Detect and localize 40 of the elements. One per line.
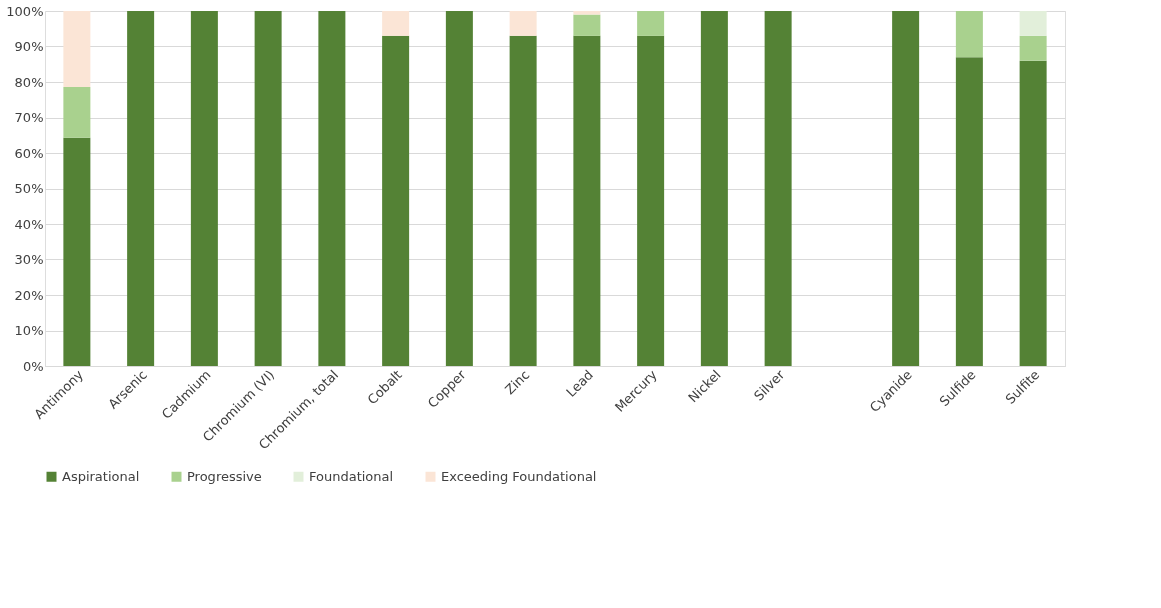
y-tick-label: 90%: [14, 39, 44, 54]
legend-label: Foundational: [309, 468, 394, 484]
bar: [509, 11, 537, 36]
bar: [127, 11, 155, 366]
bar: [1019, 11, 1047, 36]
bar: [382, 11, 410, 36]
bar: [955, 11, 983, 58]
legend-label: Exceeding Foundational: [441, 468, 597, 484]
bar: [509, 35, 537, 366]
bar: [445, 11, 473, 366]
y-tick-label: 30%: [14, 252, 44, 267]
y-tick-label: 60%: [14, 145, 44, 161]
bar: [637, 11, 665, 36]
bar: [318, 11, 346, 366]
bar: [63, 11, 91, 87]
y-tick-label: 70%: [14, 110, 44, 125]
bar: [573, 11, 601, 15]
y-tick-label: 40%: [14, 216, 44, 232]
bar: [637, 35, 665, 366]
y-tick-label: 100%: [6, 3, 44, 19]
legend-label: Aspirational: [62, 468, 140, 484]
bar: [764, 11, 792, 366]
y-tick-label: 20%: [14, 287, 44, 303]
y-tick-label: 10%: [14, 323, 44, 338]
bar: [190, 11, 218, 366]
bar: [63, 86, 91, 138]
legend-label: Progressive: [187, 468, 262, 484]
y-tick-label: 50%: [14, 181, 44, 196]
y-tick-label: 80%: [14, 74, 44, 90]
bar: [63, 137, 91, 366]
bar: [1019, 35, 1047, 61]
bar: [1019, 60, 1047, 366]
bar: [254, 11, 282, 366]
bar: [382, 35, 410, 366]
bar: [892, 11, 920, 366]
bar: [955, 57, 983, 366]
bar: [700, 11, 728, 366]
y-tick-label: 0%: [22, 358, 44, 374]
bar: [573, 35, 601, 366]
bar: [573, 14, 601, 36]
